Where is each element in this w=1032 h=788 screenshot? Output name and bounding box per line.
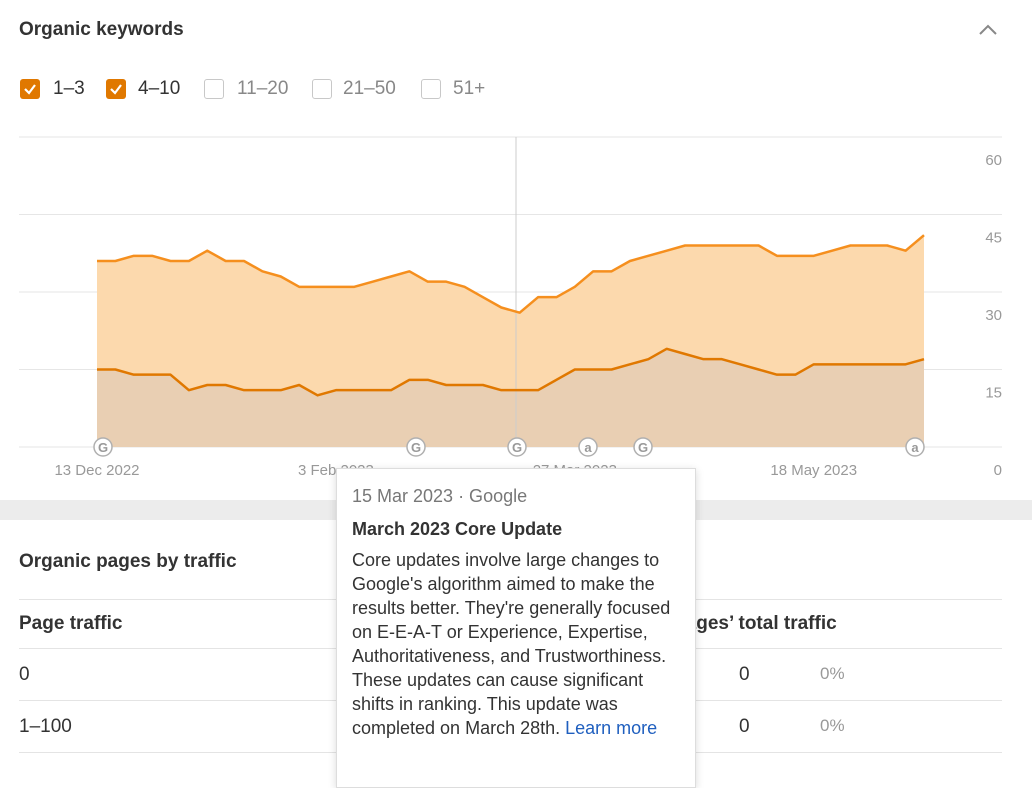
checkbox[interactable] [421, 79, 441, 99]
checkbox[interactable] [106, 79, 126, 99]
x-tick-label: 13 Dec 2022 [54, 462, 139, 479]
series-line [97, 234, 925, 314]
event-marker [507, 437, 527, 457]
tooltip-date: 15 Mar 2023 · Google [352, 486, 528, 506]
checkbox-label[interactable]: 1–3 [53, 78, 85, 99]
page: Organic keywords 1–3 4–10 11–20 21–50 51… [0, 19, 1032, 788]
checkbox[interactable] [312, 79, 332, 99]
checkbox-label[interactable]: 4–10 [138, 78, 181, 99]
cell: 0% [820, 664, 845, 683]
y-tick-label: 45 [985, 230, 1002, 247]
cell: 0 [19, 664, 30, 685]
event-marker [578, 437, 598, 457]
x-tick-label: 18 May 2023 [770, 462, 857, 479]
tooltip-body: Core updates involve large changes to Go… [352, 548, 687, 740]
event-icon: G [512, 440, 522, 455]
event-icon: G [98, 440, 108, 455]
tooltip-title: March 2023 Core Update [352, 519, 563, 539]
y-tick-label: 0 [994, 462, 1002, 479]
event-marker [406, 437, 426, 457]
checkbox-label[interactable]: 11–20 [237, 78, 289, 99]
checkbox[interactable] [20, 79, 40, 99]
checkbox[interactable] [204, 79, 224, 99]
checkbox-label[interactable]: 21–50 [343, 78, 396, 99]
area-fill [97, 348, 924, 447]
tooltip-text: Core updates involve large changes to Go… [352, 550, 671, 738]
y-tick-label: 30 [985, 307, 1002, 324]
event-marker [905, 437, 925, 457]
panel-title: Organic keywords [19, 19, 184, 40]
cell: 1–100 [19, 716, 72, 737]
collapse-button[interactable] [978, 22, 998, 36]
area-fill [97, 235, 924, 396]
cell: 0% [820, 716, 845, 735]
y-tick-label: 15 [985, 385, 1002, 402]
y-tick-label: 60 [985, 152, 1002, 169]
cell: 0 [739, 664, 750, 685]
event-marker [633, 437, 653, 457]
series-line [97, 347, 925, 397]
section-title: Organic pages by traffic [19, 551, 237, 572]
learn-more-link[interactable]: Learn more [565, 718, 658, 738]
event-icon: a [584, 440, 592, 455]
cell: 0 [739, 716, 750, 737]
event-icon: G [411, 440, 421, 455]
column-header: Page traffic [19, 613, 123, 634]
event-icon: G [638, 440, 648, 455]
column-header: Pages’ total traffic [673, 613, 837, 634]
event-icon: a [911, 440, 919, 455]
tooltip: 15 Mar 2023 · Google March 2023 Core Upd… [336, 468, 696, 788]
checkbox-label[interactable]: 51+ [453, 78, 486, 99]
event-marker [93, 437, 113, 457]
